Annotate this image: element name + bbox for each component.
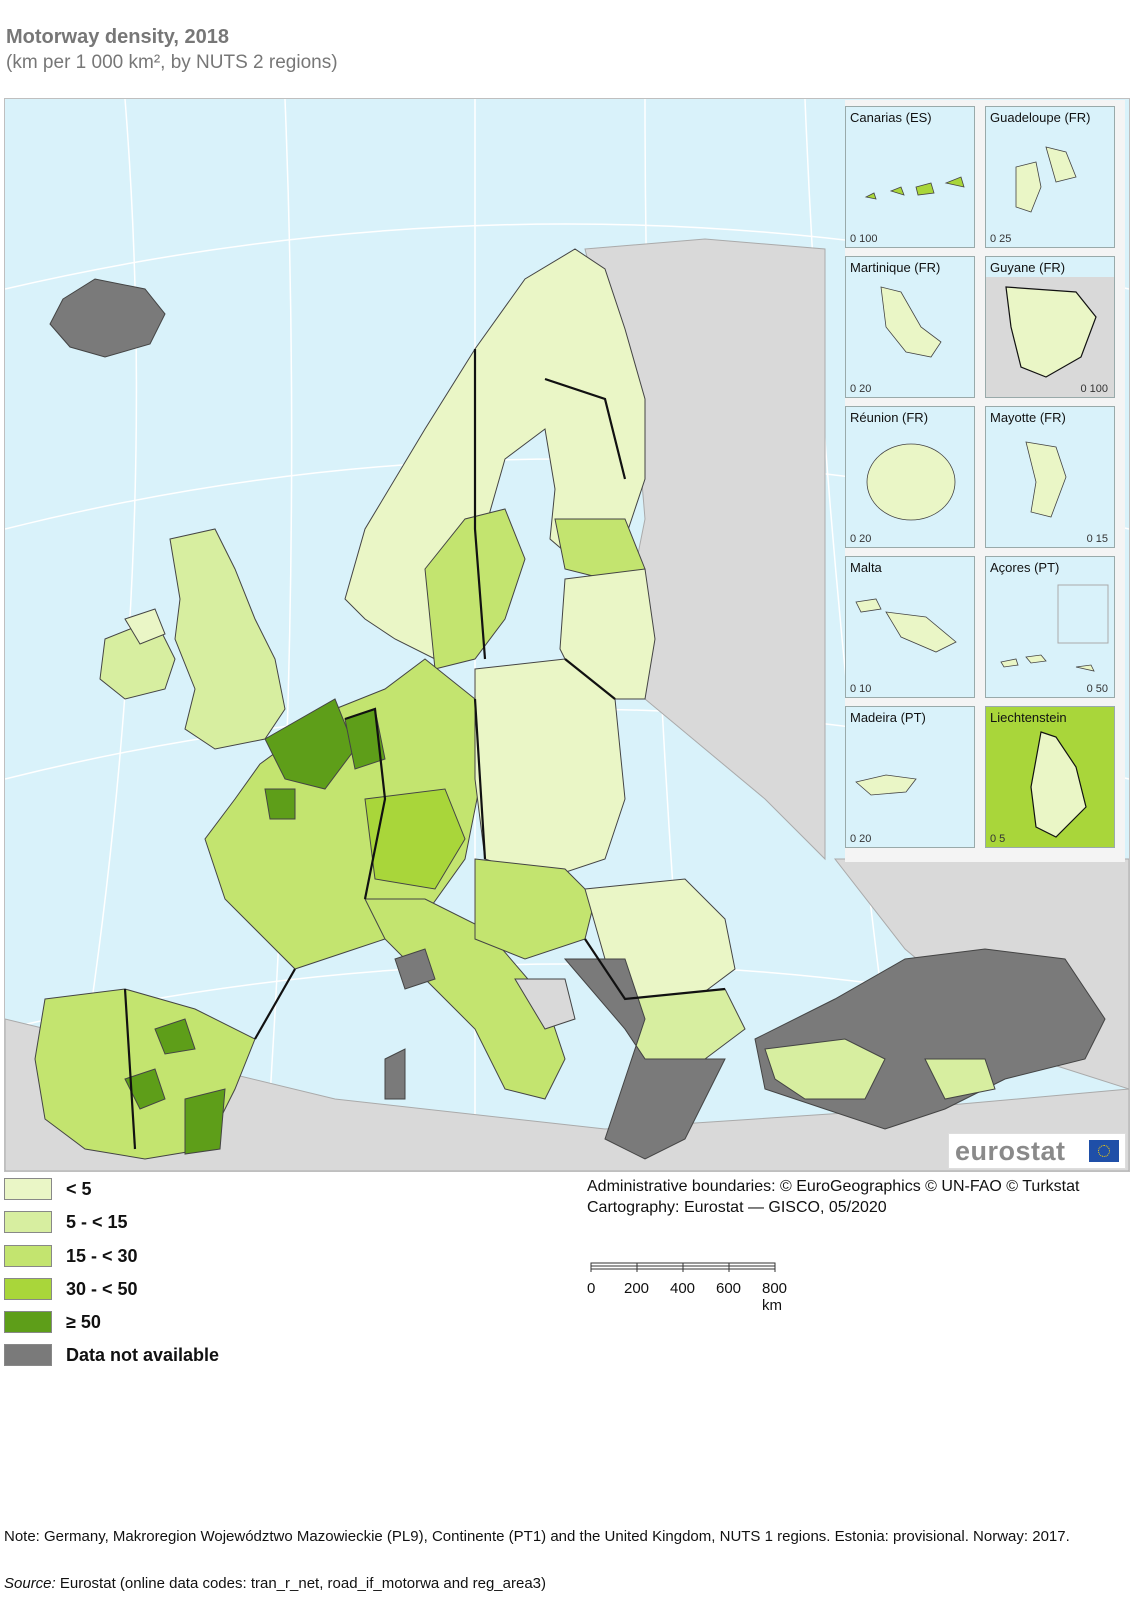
inset-label: Canarias (ES) [850, 110, 932, 125]
region-turkey [754, 948, 1106, 1130]
scale-bar: 0 200 400 600 800 km [587, 1260, 790, 1314]
source-text: Eurostat (online data codes: tran_r_net,… [59, 1575, 547, 1592]
inset-malta-map [855, 598, 957, 653]
inset-scale: 0 10 [850, 683, 872, 695]
logo-text: eurostat [955, 1136, 1066, 1166]
legend-swatch [4, 1344, 52, 1366]
inset-scale: 0 20 [850, 833, 872, 845]
inset-scale: 0 100 [1080, 383, 1108, 395]
inset-guyane-map [986, 277, 1114, 397]
inset-mayotte-map [1025, 441, 1067, 518]
scale-label: 200 [624, 1280, 650, 1297]
source-line: Source: Eurostat (online data codes: tra… [4, 1575, 546, 1592]
scale-label: 0 [587, 1280, 596, 1297]
inset-guadeloupe: Guadeloupe (FR) 0 25 [985, 106, 1115, 248]
inset-label: Madeira (PT) [850, 710, 926, 725]
inset-martinique: Martinique (FR) 0 20 [845, 256, 975, 398]
region-baltics [559, 568, 656, 700]
inset-label: Guyane (FR) [990, 260, 1066, 275]
inset-acores-map [1000, 584, 1109, 672]
inset-scale: 0 100 [850, 233, 878, 245]
legend-label: ≥ 50 [66, 1312, 101, 1332]
legend-swatch [4, 1211, 52, 1233]
inset-madeira: Madeira (PT) 0 20 [845, 706, 975, 848]
credits-boundaries: Administrative boundaries: © EuroGeograp… [587, 1178, 1080, 1195]
scale-label: 800 km [762, 1280, 788, 1314]
scale-bar-graphic [590, 1262, 776, 1272]
inset-liechtenstein: Liechtenstein 0 5 [985, 706, 1115, 848]
region-balkans [514, 958, 726, 1160]
inset-scale: 0 25 [990, 233, 1012, 245]
legend-swatch [4, 1245, 52, 1267]
inset-liechtenstein-map [1030, 731, 1087, 838]
region-british-isles [99, 528, 286, 750]
inset-martinique-map [880, 286, 942, 358]
legend-swatch [4, 1278, 52, 1300]
footnote: Note: Germany, Makroregion Województwo M… [4, 1528, 1070, 1545]
inset-guadeloupe-map [1015, 146, 1077, 213]
inset-scale: 0 15 [1086, 533, 1108, 545]
inset-label: Mayotte (FR) [990, 410, 1066, 425]
source-label: Source: [4, 1575, 56, 1592]
scale-label: 400 [670, 1280, 696, 1297]
eurostat-logo: eurostat [948, 1133, 1126, 1169]
inset-reunion: Réunion (FR) 0 20 [845, 406, 975, 548]
legend-label: Data not available [66, 1345, 220, 1365]
legend-label: 15 - < 30 [66, 1246, 138, 1266]
credits-cartography: Cartography: Eurostat — GISCO, 05/2020 [587, 1199, 887, 1216]
map-title: Motorway density, 2018 [6, 26, 230, 48]
inset-reunion-map [866, 443, 956, 521]
inset-canarias: Canarias (ES) 0 100 [845, 106, 975, 248]
inset-panel: Canarias (ES) 0 100 Guadeloupe (FR) 0 25… [845, 100, 1125, 862]
region-western-europe [204, 658, 566, 1100]
scale-label: 600 [716, 1280, 742, 1297]
legend-label: 5 - < 15 [66, 1212, 128, 1232]
inset-malta: Malta 0 10 [845, 556, 975, 698]
legend-swatch [4, 1311, 52, 1333]
country-borders [123, 349, 726, 1150]
inset-label: Açores (PT) [990, 560, 1060, 575]
inset-label: Malta [850, 560, 882, 575]
inset-label: Réunion (FR) [850, 410, 929, 425]
region-iceland [49, 278, 166, 358]
inset-acores: Açores (PT) 0 50 [985, 556, 1115, 698]
inset-canarias-map [864, 176, 965, 200]
inset-scale: 0 50 [1086, 683, 1108, 695]
eu-flag-icon [1089, 1140, 1119, 1162]
region-iberia [34, 988, 256, 1160]
inset-label: Liechtenstein [990, 710, 1067, 725]
region-scandinavia [344, 248, 646, 670]
inset-scale: 0 20 [850, 383, 872, 395]
inset-guyane: Guyane (FR) 0 100 [985, 256, 1115, 398]
inset-label: Guadeloupe (FR) [990, 110, 1091, 125]
map-subtitle: (km per 1 000 km², by NUTS 2 regions) [6, 52, 338, 73]
legend-swatch [4, 1178, 52, 1200]
inset-scale: 0 5 [990, 833, 1006, 845]
europe-map-svg [5, 99, 1129, 1171]
inset-mayotte: Mayotte (FR) 0 15 [985, 406, 1115, 548]
inset-madeira-map [855, 774, 917, 796]
inset-label: Martinique (FR) [850, 260, 941, 275]
credits: Administrative boundaries: © EuroGeograp… [587, 1176, 1079, 1218]
legend-label: 30 - < 50 [66, 1279, 138, 1299]
legend-label: < 5 [66, 1179, 92, 1199]
inset-scale: 0 20 [850, 533, 872, 545]
